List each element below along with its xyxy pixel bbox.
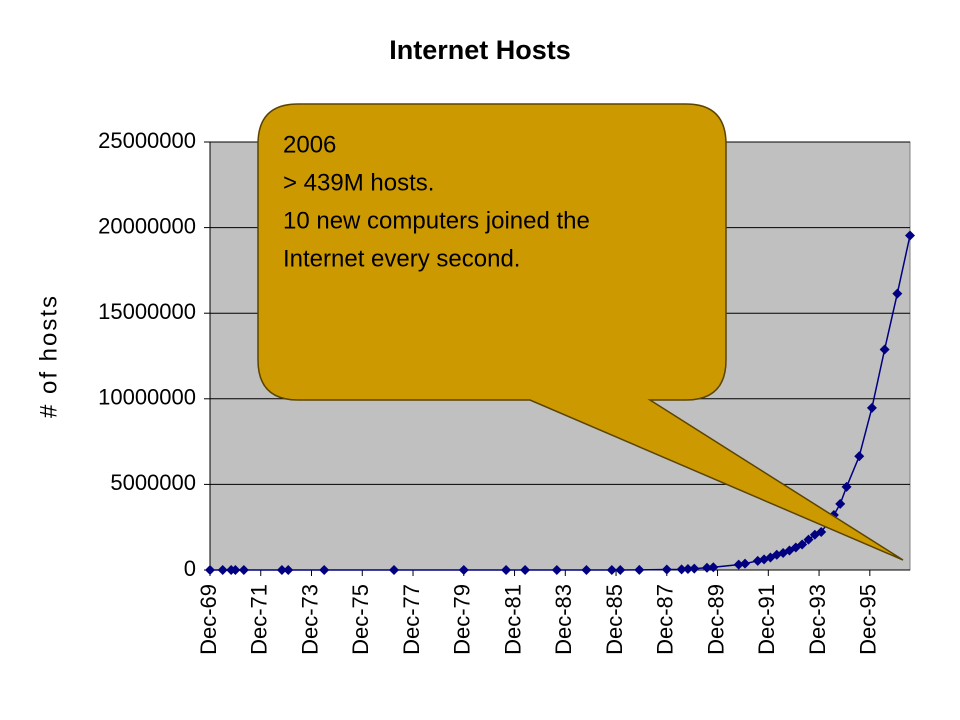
y-axis-label: # of hosts <box>35 294 62 418</box>
x-tick-label: Dec-75 <box>348 584 373 655</box>
data-point <box>689 563 700 574</box>
y-tick-label: 10000000 <box>98 385 196 410</box>
x-tick-label: Dec-85 <box>602 584 627 655</box>
x-tick-label: Dec-87 <box>653 584 678 655</box>
callout <box>257 103 904 561</box>
data-point <box>205 564 215 575</box>
data-point <box>230 564 241 575</box>
x-tick-label: Dec-89 <box>703 584 728 655</box>
x-tick-label: Dec-83 <box>551 584 576 655</box>
data-point <box>458 564 469 575</box>
data-point <box>733 559 744 570</box>
data-point <box>634 564 645 575</box>
x-tick-label: Dec-81 <box>500 584 525 655</box>
data-point <box>217 564 228 575</box>
x-tick-label: Dec-73 <box>297 584 322 655</box>
callout-text: Internet every second. <box>283 245 520 272</box>
data-point <box>551 564 562 575</box>
x-tick-label: Dec-93 <box>805 584 830 655</box>
x-tick-label: Dec-69 <box>196 584 221 655</box>
y-tick-label: 20000000 <box>98 213 196 238</box>
callout-text: 2006 <box>283 131 336 158</box>
x-tick-label: Dec-77 <box>399 584 424 655</box>
data-point <box>238 564 249 575</box>
data-point <box>319 564 330 575</box>
x-tick-label: Dec-79 <box>450 584 475 655</box>
data-point <box>708 562 719 573</box>
data-point <box>905 230 915 241</box>
data-point <box>520 564 531 575</box>
y-tick-label: 5000000 <box>110 470 196 495</box>
data-point <box>276 564 287 575</box>
data-point <box>676 564 687 575</box>
data-point <box>803 534 814 545</box>
data-point <box>835 498 846 509</box>
data-point <box>283 564 294 575</box>
data-point <box>701 562 712 573</box>
y-tick-label: 15000000 <box>98 299 196 324</box>
data-point <box>866 402 877 413</box>
data-point <box>615 564 626 575</box>
data-point <box>661 564 672 575</box>
data-point <box>879 344 890 355</box>
data-point <box>606 564 617 575</box>
data-point <box>740 558 751 569</box>
y-tick-label: 25000000 <box>98 128 196 153</box>
data-point <box>501 564 512 575</box>
x-tick-label: Dec-91 <box>754 584 779 655</box>
data-point <box>388 564 399 575</box>
data-point <box>892 288 903 299</box>
data-point <box>816 527 827 538</box>
callout-text: 10 new computers joined the <box>283 207 590 234</box>
data-point <box>841 481 852 492</box>
data-point <box>854 451 865 462</box>
callout-text: > 439M hosts. <box>283 169 434 196</box>
x-tick-label: Dec-95 <box>856 584 881 655</box>
x-tick-label: Dec-71 <box>247 584 272 655</box>
data-point <box>682 564 693 575</box>
chart-title: Internet Hosts <box>389 35 571 65</box>
data-point <box>581 564 592 575</box>
data-point <box>797 539 808 550</box>
y-tick-label: 0 <box>184 556 196 581</box>
